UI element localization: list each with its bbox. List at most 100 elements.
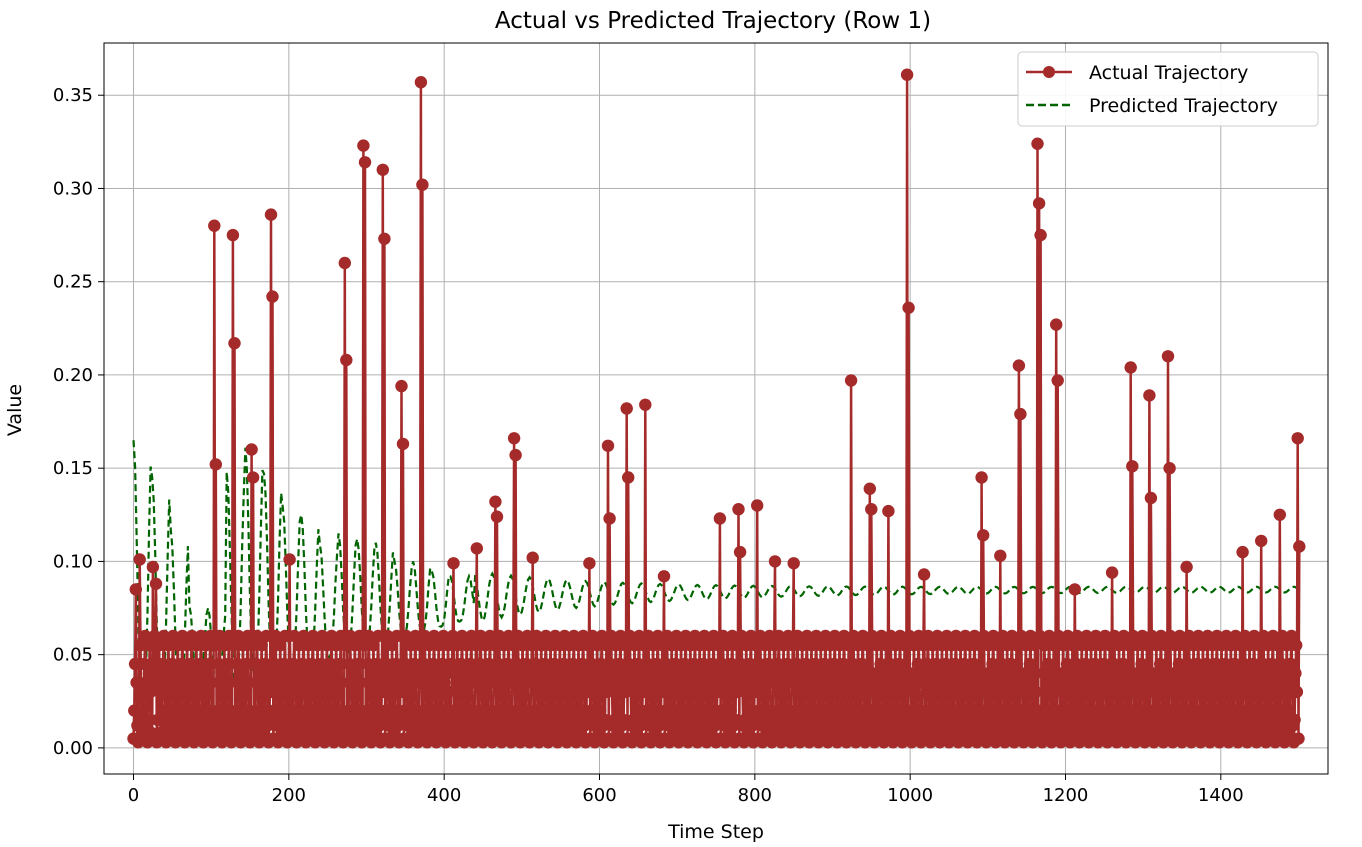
actual-point [191, 685, 204, 699]
actual-point [189, 667, 202, 680]
actual-point [218, 639, 231, 652]
actual-point [722, 685, 735, 699]
actual-point [423, 639, 436, 652]
actual-point [1024, 629, 1037, 643]
actual-point [1211, 676, 1224, 689]
actual-point [877, 736, 890, 749]
actual-point [706, 657, 720, 671]
actual-point [836, 704, 849, 717]
actual-point [460, 639, 473, 652]
actual-point [379, 704, 393, 717]
actual-point [1045, 736, 1058, 749]
actual-point [844, 374, 858, 387]
actual-point [601, 685, 614, 699]
actual-point [1255, 534, 1268, 548]
x-tick-label: 800 [738, 785, 772, 806]
actual-point [705, 704, 719, 717]
actual-point [128, 657, 142, 671]
actual-point [1270, 667, 1283, 680]
actual-point [782, 629, 795, 643]
actual-point [902, 301, 915, 314]
actual-point [1237, 657, 1251, 671]
actual-point [1256, 657, 1270, 671]
actual-point [1004, 657, 1018, 671]
actual-point [549, 676, 563, 689]
actual-point [452, 685, 465, 699]
actual-point [1042, 657, 1055, 671]
actual-point [409, 629, 422, 643]
actual-point [863, 482, 876, 495]
actual-point [843, 685, 856, 699]
actual-point [866, 676, 880, 689]
actual-point [519, 704, 532, 717]
actual-point [270, 676, 283, 689]
actual-point [1048, 685, 1061, 699]
actual-point [1192, 629, 1205, 643]
actual-point [1197, 685, 1210, 699]
actual-point [438, 676, 451, 689]
actual-point [1250, 736, 1263, 749]
actual-point [912, 629, 925, 643]
actual-point [771, 657, 785, 671]
actual-point [146, 560, 160, 574]
actual-point [428, 676, 442, 689]
actual-point [990, 667, 1004, 680]
actual-point [538, 704, 551, 717]
actual-point [130, 676, 143, 689]
actual-point [1243, 639, 1256, 652]
actual-point [427, 629, 441, 643]
actual-point [417, 704, 430, 717]
actual-point [874, 657, 887, 671]
actual-point [274, 639, 287, 652]
actual-point [761, 704, 775, 717]
actual-point [600, 639, 613, 652]
actual-point [184, 657, 198, 671]
actual-point [545, 685, 558, 699]
actual-point [1279, 667, 1293, 680]
y-tick-label: 0.10 [53, 551, 93, 572]
actual-point [801, 676, 814, 689]
actual-point [433, 685, 446, 699]
actual-point [152, 639, 166, 652]
actual-point [507, 432, 521, 445]
actual-point [501, 657, 515, 671]
actual-point [744, 657, 757, 671]
actual-point [1172, 657, 1186, 671]
actual-point [1271, 639, 1284, 652]
actual-point [1008, 736, 1021, 749]
actual-point [869, 667, 883, 680]
actual-point [1182, 657, 1195, 671]
actual-point [1132, 685, 1145, 699]
actual-point [927, 685, 940, 699]
actual-point [896, 736, 909, 749]
actual-point [251, 676, 264, 689]
actual-point [1122, 639, 1135, 652]
actual-point [1220, 629, 1233, 643]
actual-point [138, 657, 151, 671]
actual-point [1265, 704, 1278, 717]
actual-point [368, 685, 381, 699]
actual-point [260, 629, 273, 643]
actual-point [470, 542, 483, 555]
actual-point [1206, 639, 1219, 652]
actual-point [632, 629, 646, 643]
actual-point [447, 557, 460, 570]
actual-point [1090, 676, 1103, 689]
actual-point [474, 629, 487, 643]
actual-point [1188, 685, 1201, 699]
actual-point [472, 704, 486, 717]
actual-point [1186, 667, 1200, 680]
actual-point [711, 667, 724, 680]
actual-point [1143, 389, 1156, 402]
actual-point [391, 676, 404, 689]
actual-point [820, 676, 833, 689]
actual-point [1168, 667, 1181, 680]
actual-point [292, 639, 306, 652]
actual-point [1067, 685, 1080, 699]
actual-point [996, 629, 1009, 643]
actual-point [1281, 685, 1294, 699]
actual-point [745, 676, 758, 689]
actual-point [642, 629, 655, 643]
actual-point [323, 704, 337, 717]
actual-point [135, 685, 148, 699]
